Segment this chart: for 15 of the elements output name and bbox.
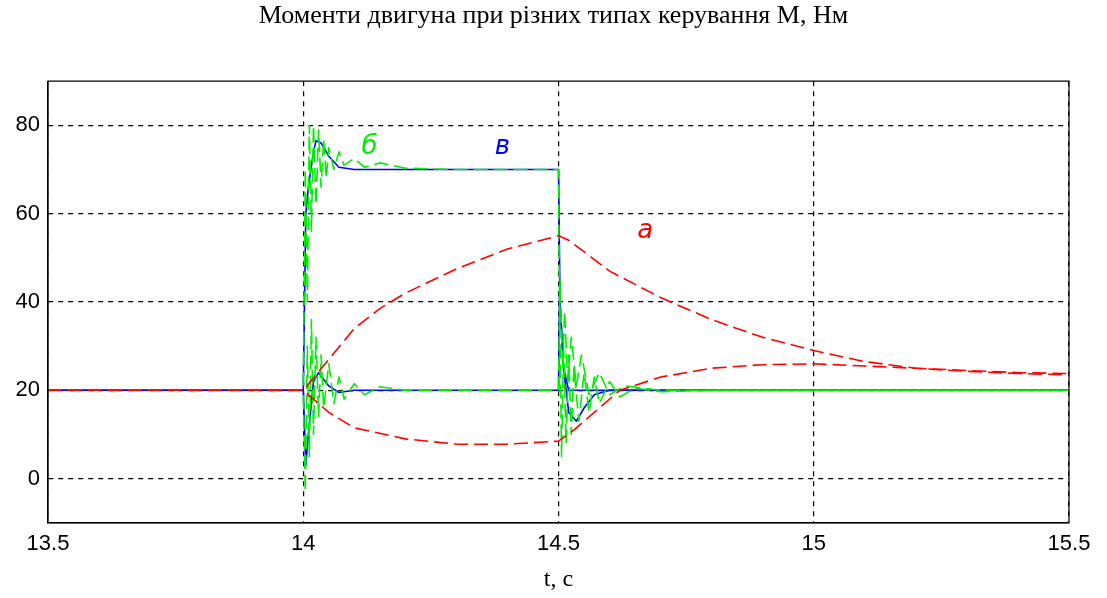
series-label: в — [494, 130, 511, 161]
y-tick-label: 60 — [15, 199, 40, 225]
x-tick-label: 14 — [291, 530, 316, 556]
y-tick-label: 0 — [27, 464, 40, 490]
x-axis-title: t, c — [543, 564, 574, 591]
x-tick-label: 14.5 — [537, 530, 580, 556]
x-tick-label: 13.5 — [26, 530, 70, 556]
y-tick-label: 20 — [15, 376, 40, 402]
chart-title: Моменти двигуна при різних типах керування М, Нм — [257, 0, 850, 31]
x-tick-label: 15 — [801, 530, 826, 556]
y-tick-label: 80 — [15, 111, 40, 137]
series-label: а — [637, 214, 654, 245]
series-label: б — [361, 130, 378, 161]
x-tick-label: 15.5 — [1047, 530, 1091, 556]
y-tick-label: 40 — [15, 288, 40, 314]
